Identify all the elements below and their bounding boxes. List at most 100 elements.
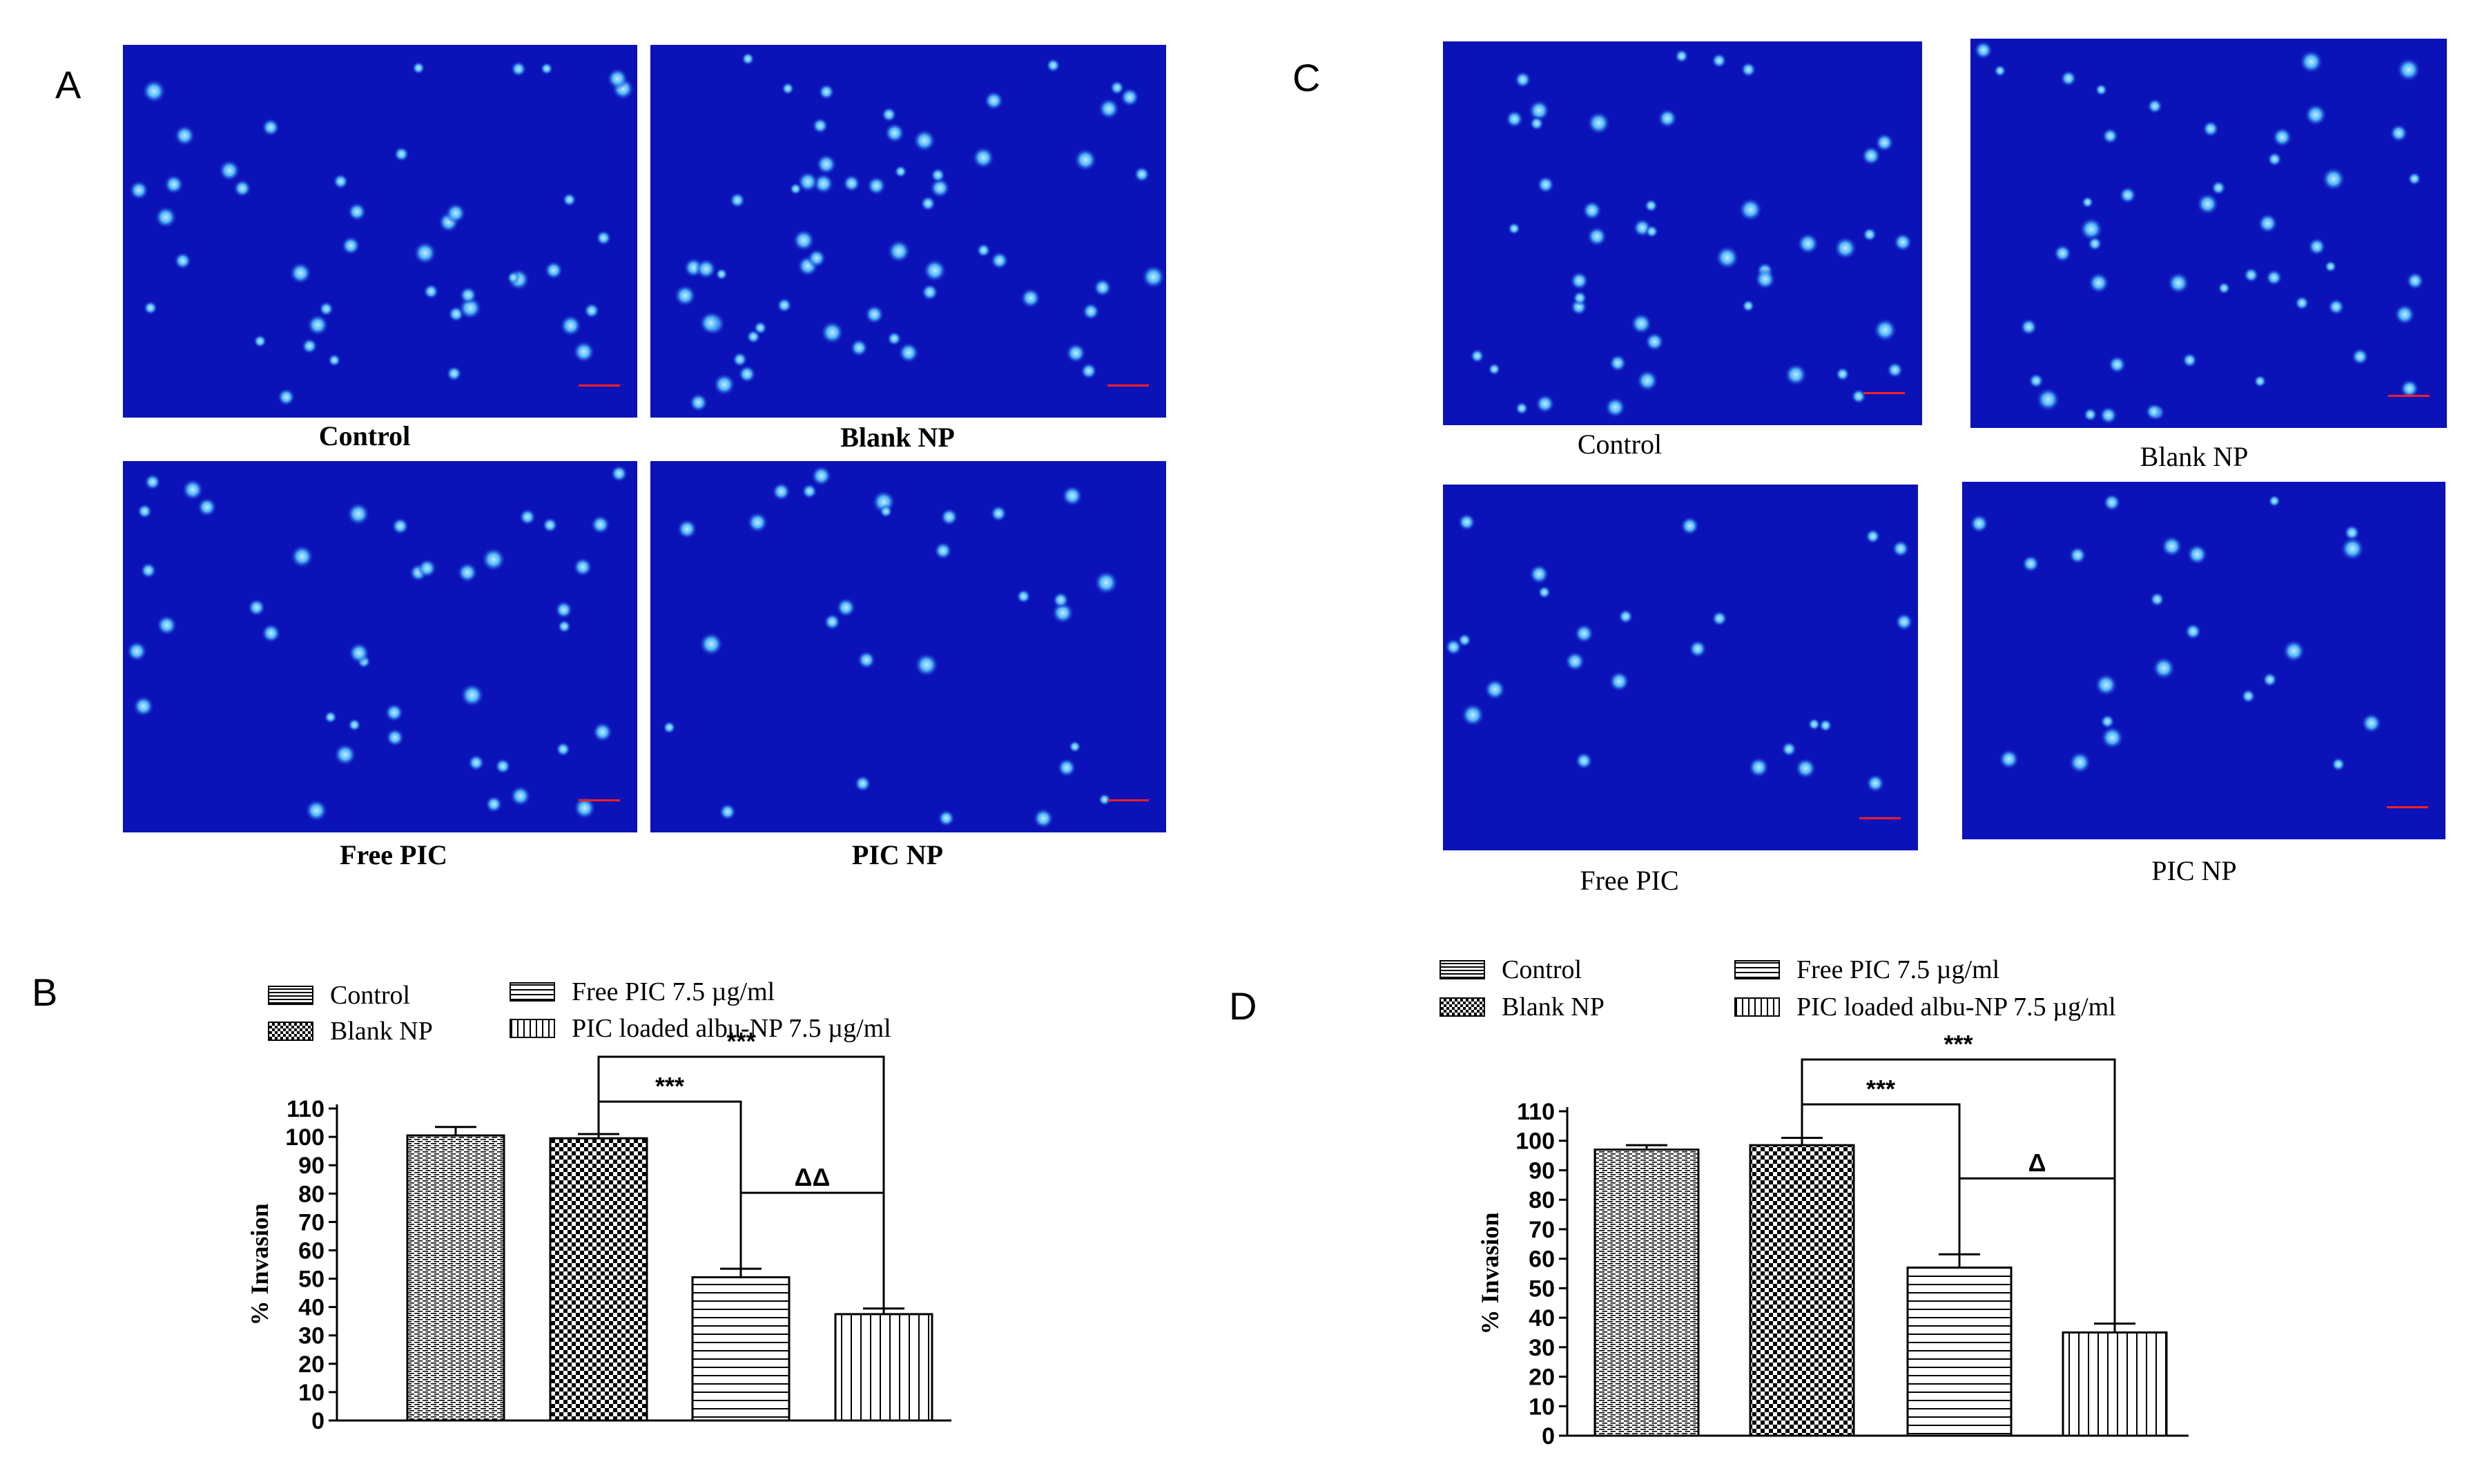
micrograph-background (1962, 482, 2445, 839)
cell-nucleus (1835, 367, 1850, 382)
cell-nucleus (1016, 589, 1031, 604)
scale-bar (1107, 384, 1149, 387)
y-tick-label: 60 (298, 1238, 324, 1264)
significance-bracket (597, 1055, 885, 1309)
cell-nucleus (1657, 108, 1678, 129)
cell-nucleus (1056, 757, 1077, 778)
panel-letter-d: D (1229, 984, 1257, 1028)
cell-nucleus (1457, 513, 1476, 531)
cell-nucleus (1808, 717, 1821, 731)
cell-nucleus (1505, 109, 1524, 128)
cell-nucleus (606, 68, 629, 90)
cell-nucleus (543, 260, 564, 280)
cell-nucleus (1998, 748, 2020, 770)
cell-nucleus (1886, 361, 1904, 379)
cell-nucleus (1141, 264, 1166, 289)
cell-nucleus (347, 202, 367, 222)
cell-nucleus (2242, 266, 2260, 284)
cell-nucleus (929, 177, 951, 199)
cell-nucleus (1891, 539, 1910, 558)
cell-nucleus (2081, 195, 2094, 209)
cell-nucleus (2095, 83, 2108, 97)
cell-nucleus (1618, 608, 1634, 625)
legend-b-control: Control (268, 980, 410, 1011)
scale-bar (579, 384, 620, 387)
cell-nucleus (781, 81, 795, 95)
cell-nucleus (1529, 563, 1550, 585)
cell-nucleus (930, 167, 946, 183)
legend-label-pic-np: PIC loaded albu-NP 7.5 µg/ml (1796, 993, 2116, 1022)
cell-nucleus (886, 331, 902, 346)
cell-nucleus (1636, 369, 1659, 392)
y-tick-label: 70 (298, 1209, 324, 1236)
cell-nucleus (699, 311, 723, 335)
y-tick-label: 40 (298, 1295, 324, 1321)
cell-nucleus (143, 300, 158, 315)
cell-nucleus (1781, 741, 1797, 757)
cell-nucleus (1098, 97, 1121, 120)
y-tick-label: 30 (298, 1323, 324, 1349)
cell-nucleus (1537, 585, 1551, 599)
cell-nucleus (713, 373, 736, 396)
cell-nucleus (2217, 281, 2231, 295)
bar-3 (834, 1313, 933, 1422)
cell-nucleus (811, 465, 833, 487)
cell-nucleus (1784, 362, 1808, 387)
cell-nucleus (1052, 591, 1069, 609)
cell-nucleus (940, 507, 959, 527)
caption-a-blank-np: Blank NP (840, 422, 955, 453)
cell-nucleus (1741, 299, 1755, 313)
y-tick-label: 40 (1529, 1305, 1555, 1331)
y-tick-label: 80 (298, 1181, 324, 1207)
cell-nucleus (1572, 290, 1588, 306)
scale-bar (2388, 395, 2430, 397)
cell-nucleus (1604, 396, 1627, 418)
cell-nucleus (1487, 362, 1501, 376)
cell-nucleus (1895, 612, 1914, 632)
bar-3 (2062, 1331, 2168, 1437)
cell-nucleus (914, 652, 940, 678)
cell-nucleus (333, 743, 357, 766)
cell-nucleus (1444, 638, 1462, 656)
cell-nucleus (737, 364, 757, 384)
cell-nucleus (481, 547, 506, 572)
cell-nucleus (1973, 40, 1993, 60)
cell-nucleus (132, 695, 155, 717)
cell-nucleus (971, 146, 995, 170)
cell-nucleus (1866, 773, 1886, 793)
significance-label: *** (1944, 1030, 1973, 1058)
cell-nucleus (753, 320, 768, 335)
caption-c-pic-np: PIC NP (2151, 855, 2237, 886)
cell-nucleus (592, 721, 613, 743)
cell-nucleus (128, 179, 149, 201)
cell-nucleus (920, 195, 936, 212)
bar-1 (549, 1137, 648, 1422)
legend-swatch-free-pic (510, 982, 555, 1002)
cell-nucleus (2144, 402, 2163, 421)
cell-nucleus (559, 314, 582, 338)
cell-nucleus (555, 741, 571, 757)
micrograph-svg (1962, 482, 2445, 839)
significance-label: ΔΔ (795, 1163, 831, 1191)
cell-nucleus (1569, 271, 1589, 291)
cell-nucleus (729, 192, 746, 209)
cell-nucleus (1608, 353, 1627, 373)
cell-nucleus (445, 365, 463, 382)
cell-nucleus (823, 613, 842, 631)
cell-nucleus (820, 320, 844, 345)
cell-nucleus (1573, 623, 1595, 644)
y-tick-label: 100 (285, 1124, 324, 1151)
bar-0 (406, 1134, 505, 1422)
y-tick-label: 50 (298, 1267, 324, 1293)
cell-nucleus (144, 473, 162, 491)
scale-bar (1107, 799, 1149, 801)
legend-label-blank-np: Blank NP (1502, 993, 1605, 1022)
panel-letter-c: C (1292, 56, 1321, 99)
cell-nucleus (2167, 271, 2190, 295)
y-tick-label: 100 (1515, 1129, 1555, 1155)
cell-nucleus (922, 258, 947, 283)
cell-nucleus (327, 353, 342, 367)
micrograph-c-blank-np (1970, 39, 2447, 428)
cell-nucleus (2327, 297, 2345, 316)
cell-nucleus (2271, 126, 2293, 148)
